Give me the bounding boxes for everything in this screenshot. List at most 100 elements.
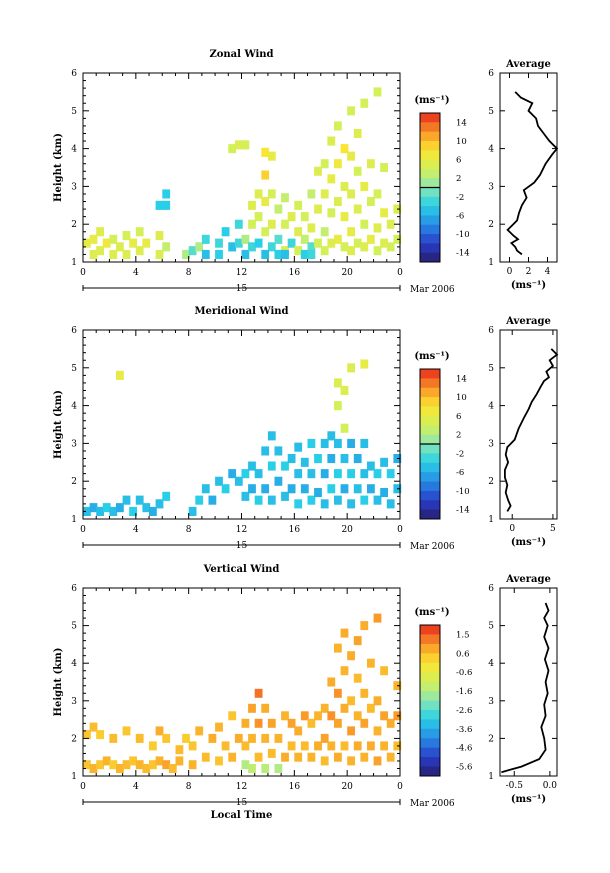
heatmap-cell <box>327 711 336 721</box>
heatmap-cell <box>340 181 349 191</box>
heatmap-cell <box>215 722 223 732</box>
colorbar-label: -2 <box>456 193 464 203</box>
colorbar-label: -6 <box>456 468 464 478</box>
colorbar-swatch <box>420 397 440 407</box>
heatmap-cell <box>122 249 131 259</box>
heatmap-cell <box>386 752 395 762</box>
heatmap-cell <box>340 703 349 713</box>
heatmap-cell <box>241 760 250 770</box>
heatmap-cell <box>327 136 336 146</box>
y-tick-label: 2 <box>71 477 77 487</box>
colorbar-swatch <box>420 234 440 244</box>
heatmap-cell <box>300 741 309 751</box>
heatmap-cell <box>360 219 369 229</box>
y-tick-label: 4 <box>71 402 77 412</box>
profile-line <box>506 91 559 256</box>
colorbar-swatch <box>420 178 440 188</box>
heatmap-cell <box>116 242 124 252</box>
heatmap-cell <box>116 764 124 773</box>
heatmap-cell <box>274 204 283 214</box>
colorbar-swatch <box>420 122 440 133</box>
x-axis-label: Local Time <box>211 810 273 821</box>
x-tick-label: 4 <box>133 782 139 792</box>
colorbar-swatch <box>420 252 440 263</box>
heatmap-cell <box>109 506 118 516</box>
heatmap-cell <box>353 711 362 721</box>
heatmap-cell <box>221 741 230 751</box>
heatmap-cell <box>135 733 144 743</box>
heatmap-cell <box>367 197 375 207</box>
heatmap-cell <box>267 151 276 161</box>
heatmap-cell <box>201 234 210 244</box>
heatmap-cell <box>221 227 230 237</box>
panel-title: Zonal Wind <box>209 49 273 60</box>
heatmap-cell <box>307 752 316 762</box>
heatmap-cell <box>96 227 104 237</box>
heatmap-cell <box>347 151 355 161</box>
heatmap-cell <box>327 454 336 464</box>
heatmap-cell <box>347 651 355 661</box>
colorbar-label: -2 <box>456 449 464 459</box>
date-day-label: 15 <box>236 798 248 808</box>
y-tick-label: 2 <box>71 734 77 744</box>
x-tick-label: 12 <box>236 525 247 535</box>
heatmap-cell <box>241 741 250 751</box>
heatmap-cell <box>267 189 276 199</box>
heatmap-cell <box>307 438 316 448</box>
heatmap-cell <box>175 756 184 766</box>
colorbar-label: -10 <box>456 230 470 240</box>
date-day-label: 15 <box>236 284 248 294</box>
heatmap-cell <box>274 733 283 743</box>
heatmap-cell <box>129 506 137 516</box>
heatmap-cell <box>254 212 263 222</box>
colorbar-swatch <box>420 472 440 482</box>
colorbar-label: 2 <box>456 431 461 441</box>
heatmap-cell <box>367 741 375 751</box>
profile-line <box>501 602 550 774</box>
colorbar-swatch <box>420 378 440 389</box>
heatmap-cell <box>241 140 250 150</box>
colorbar-label: -2.6 <box>456 706 472 716</box>
heatmap-cell <box>320 499 329 509</box>
x-tick-label: 0 <box>80 782 86 792</box>
profile-y-tick-label: 5 <box>488 364 494 374</box>
heatmap-cell <box>386 469 395 479</box>
heatmap-cell <box>274 764 283 773</box>
heatmap-cell <box>367 234 375 244</box>
heatmap-cell <box>228 711 237 721</box>
colorbar-swatch <box>420 415 440 426</box>
profile-y-tick-label: 2 <box>488 477 494 487</box>
heatmap-cell <box>261 484 270 494</box>
heatmap-cell <box>360 718 369 728</box>
heatmap-cell <box>142 764 151 773</box>
profile-line <box>504 348 559 512</box>
heatmap-cell <box>314 238 322 248</box>
heatmap-cell <box>360 469 369 479</box>
heatmap-cell <box>294 726 303 736</box>
colorbar-label: 6 <box>456 156 461 166</box>
heatmap-cell <box>307 495 316 505</box>
heatmap-cell <box>334 752 342 762</box>
heatmap-cell <box>261 764 270 773</box>
profile-frame <box>499 587 558 777</box>
colorbar-swatch <box>420 625 440 635</box>
heatmap-cell <box>215 238 223 248</box>
heatmap-cell <box>340 423 349 433</box>
profile-x-label: (ms⁻¹) <box>511 537 546 548</box>
heatmap-cell <box>195 495 204 505</box>
date-label: Mar 2006 <box>410 799 455 809</box>
heatmap-cell <box>155 499 164 509</box>
colorbar-swatch <box>420 728 440 739</box>
profile-y-tick-label: 3 <box>488 439 494 449</box>
colorbar-swatch <box>420 215 440 226</box>
heatmap-cell <box>294 246 303 256</box>
heatmap-cells <box>83 87 402 259</box>
colorbar-label: -4.6 <box>456 744 472 754</box>
colorbar-swatch <box>420 131 440 142</box>
colorbar-label: 6 <box>456 412 461 422</box>
heatmap-cell <box>327 484 336 494</box>
heatmap-cell <box>353 204 362 214</box>
heatmap-cell <box>102 503 111 513</box>
heatmap-cell <box>360 752 369 762</box>
